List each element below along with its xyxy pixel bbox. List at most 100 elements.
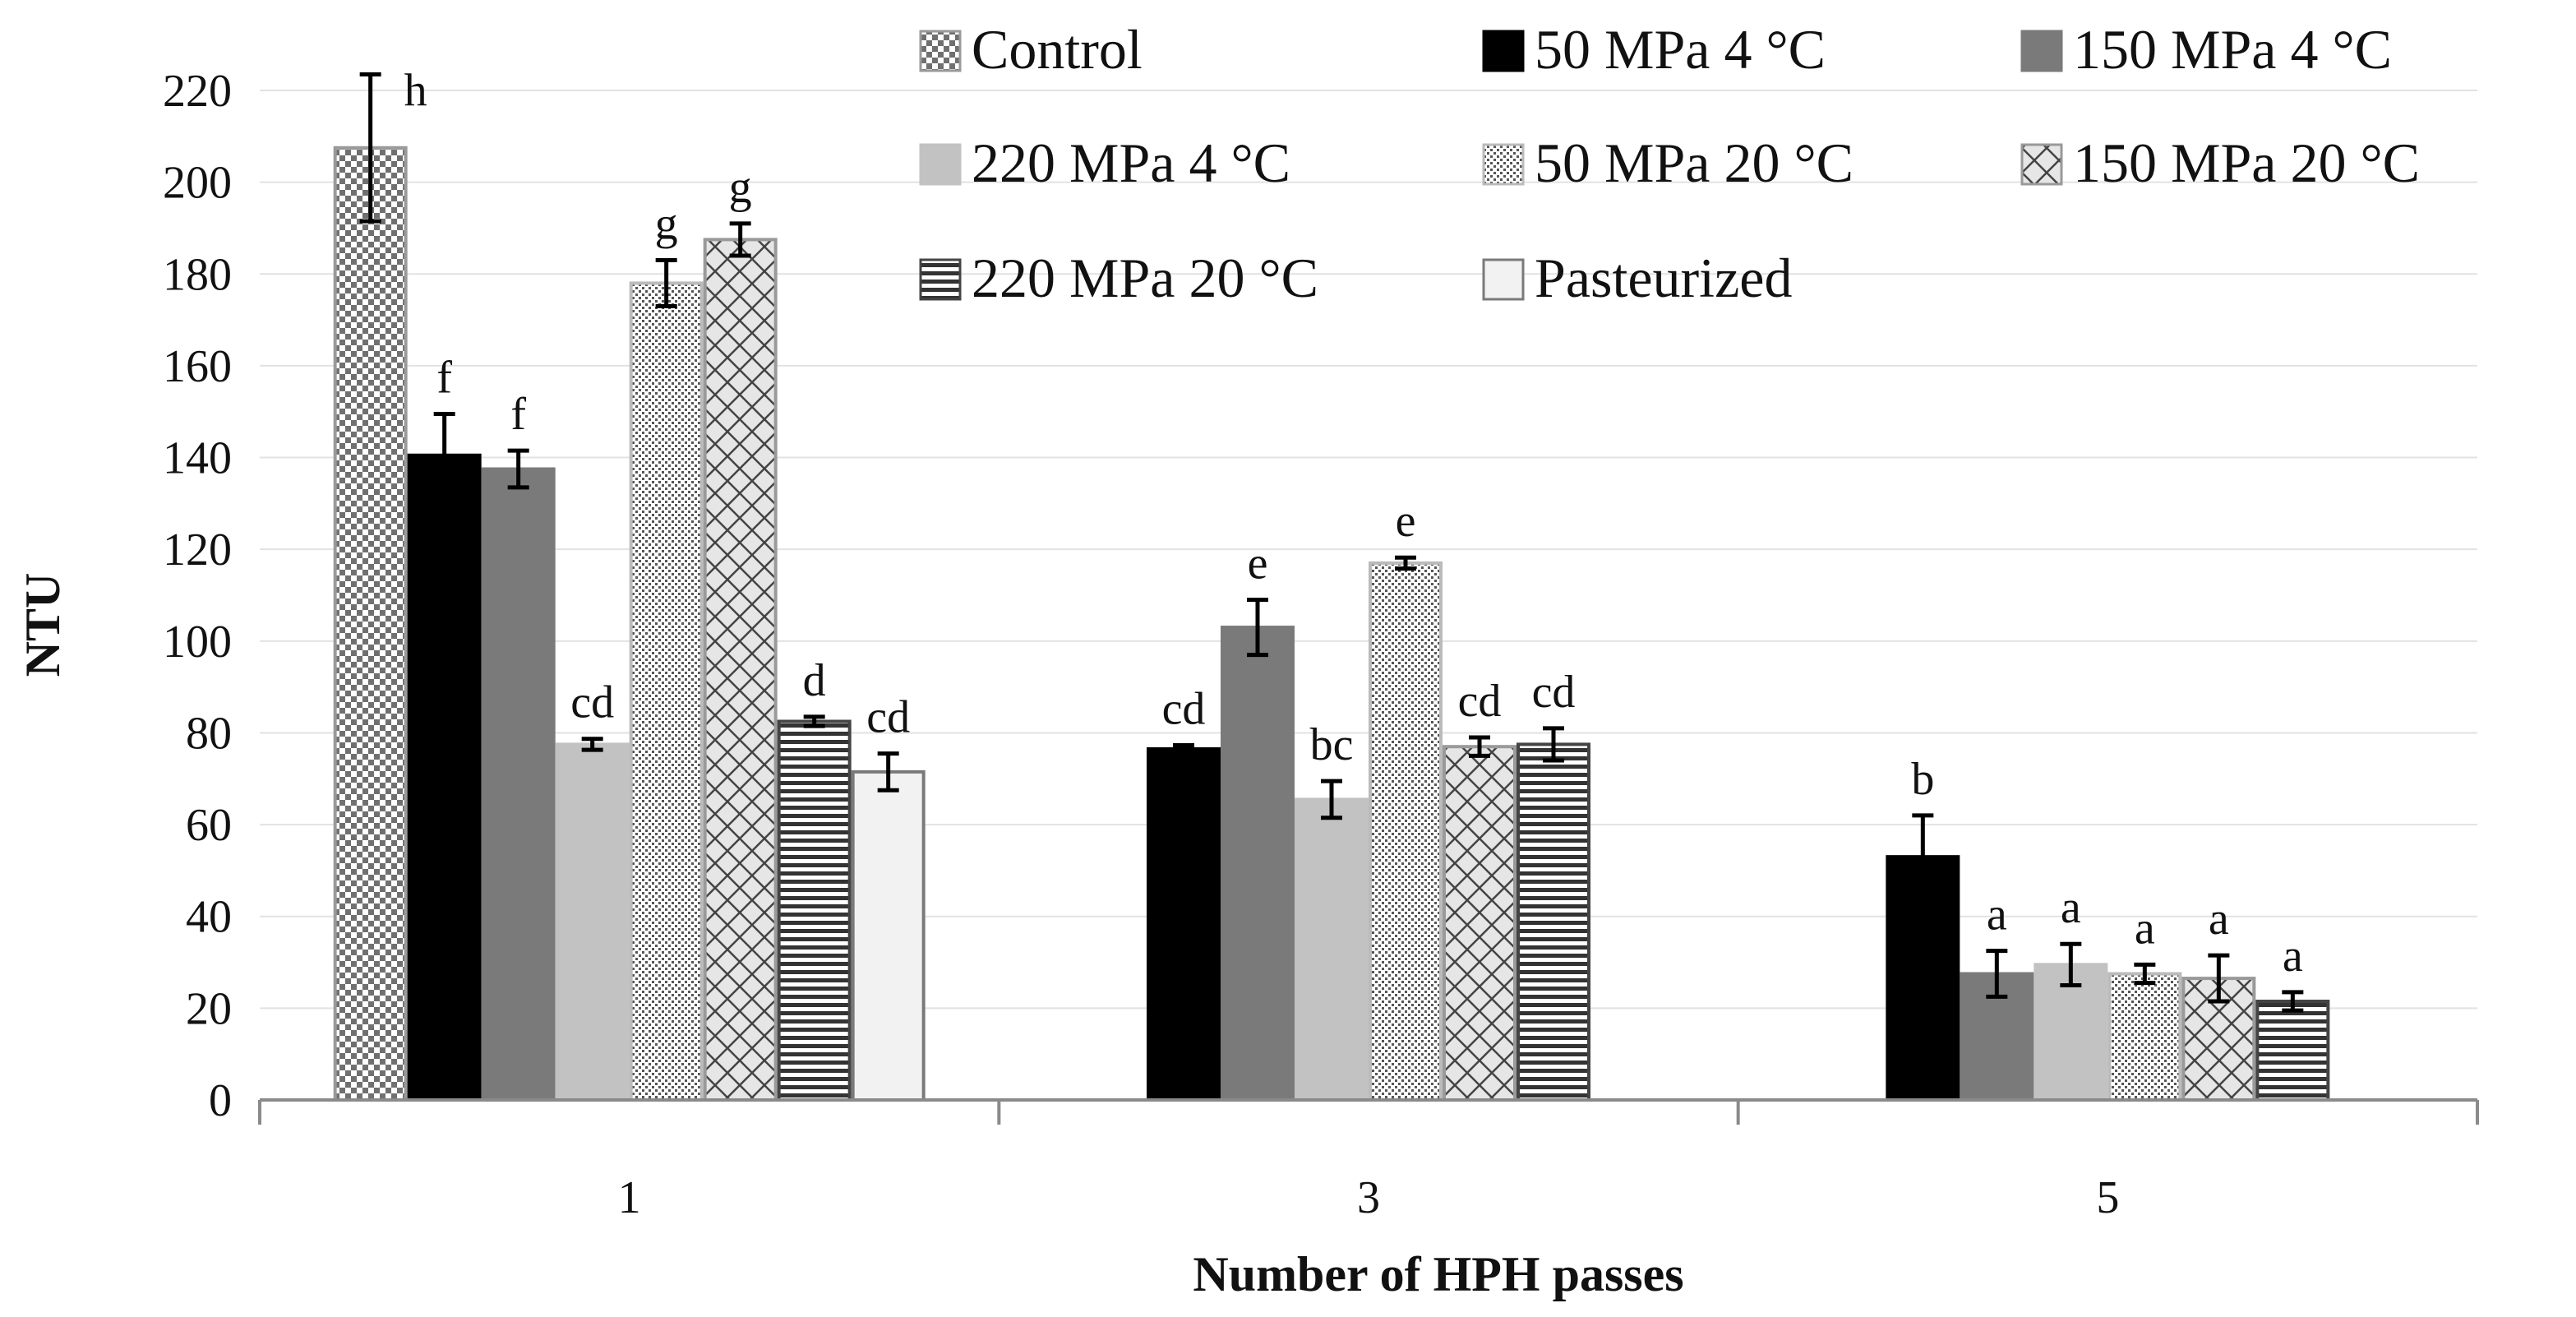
legend-swatch <box>919 143 962 186</box>
y-tick-label: 140 <box>163 433 232 484</box>
y-tick-label: 80 <box>186 708 232 759</box>
error-bar <box>1173 743 1194 755</box>
significance-label: b <box>1911 754 1934 805</box>
y-tick-label: 40 <box>186 892 232 943</box>
error-bar <box>433 412 455 499</box>
error-bar <box>803 714 825 728</box>
significance-label: bc <box>1310 719 1354 770</box>
significance-label: cd <box>1532 667 1576 718</box>
y-axis: 0 20 40 60 80 100 120 140 160 180 200 220 <box>163 66 232 1126</box>
bars <box>333 146 2330 1102</box>
y-tick-label: 160 <box>163 341 232 392</box>
error-bar <box>2060 941 2082 987</box>
error-bar <box>1543 726 1564 763</box>
y-axis-title: NTU <box>16 573 70 677</box>
significance-label: g <box>655 199 678 250</box>
error-bar <box>1321 779 1342 820</box>
legend-item: 220 MPa 20 °C <box>919 247 1318 309</box>
bar <box>1443 745 1517 1102</box>
significance-label: cd <box>866 692 910 743</box>
y-tick-label: 120 <box>163 524 232 575</box>
error-bar <box>655 258 677 308</box>
legend-label: 150 MPa 20 °C <box>2073 132 2420 194</box>
error-bar <box>877 751 899 793</box>
legend-swatch <box>1482 143 1525 186</box>
significance-label: e <box>1396 496 1416 547</box>
bar <box>1221 626 1295 1102</box>
bar <box>629 281 704 1102</box>
significance-label: a <box>1987 890 2007 940</box>
legend-swatch <box>1482 258 1525 301</box>
significance-label: cd <box>1458 676 1502 727</box>
legend-item: 50 MPa 20 °C <box>1482 132 1854 194</box>
bar <box>1517 742 1590 1102</box>
error-bar <box>581 737 603 752</box>
bar <box>851 769 926 1102</box>
error-bar <box>2134 962 2156 986</box>
legend-swatch <box>919 30 962 72</box>
legend-swatch <box>919 258 962 301</box>
significance-label: g <box>729 162 752 213</box>
legend-item: 50 MPa 4 °C <box>1482 18 1826 81</box>
x-axis-title: Number of HPH passes <box>1193 1247 1683 1301</box>
significance-label: cd <box>570 677 614 728</box>
legend-label: 220 MPa 20 °C <box>972 247 1318 309</box>
legend-swatch <box>2020 30 2063 72</box>
error-bar <box>1986 949 2008 999</box>
bar <box>703 238 778 1102</box>
x-tick-label: 1 <box>618 1172 641 1223</box>
legend-item: 220 MPa 4 °C <box>919 132 1290 194</box>
error-bar <box>729 221 751 258</box>
legend-label: Pasteurized <box>1535 247 1792 309</box>
error-bar <box>2282 990 2304 1013</box>
y-tick-label: 220 <box>163 66 232 117</box>
significance-label: a <box>2135 903 2155 954</box>
error-bar <box>359 72 381 224</box>
significance-label: f <box>436 353 452 404</box>
significance-label: a <box>2061 882 2081 933</box>
legend-label: 220 MPa 4 °C <box>972 132 1290 194</box>
error-bar <box>1395 555 1416 571</box>
legend-item: 150 MPa 4 °C <box>2020 18 2392 81</box>
significance-label: a <box>2209 894 2229 945</box>
error-bar <box>1912 813 1934 900</box>
x-axis: 1 3 5 <box>258 1098 2479 1223</box>
bar <box>481 467 556 1102</box>
y-tick-label: 180 <box>163 249 232 300</box>
significance-label: a <box>2283 931 2303 982</box>
error-bars <box>359 72 2304 1013</box>
significance-label: h <box>404 65 427 116</box>
error-bar <box>1247 598 1268 658</box>
bar <box>1369 561 1443 1102</box>
legend: Control 50 MPa 4 °C 150 MPa 4 °C 220 MPa 4 … <box>919 18 2420 309</box>
y-tick-label: 0 <box>209 1075 232 1126</box>
significance-label: d <box>803 655 826 706</box>
bar <box>333 146 408 1102</box>
error-bar <box>507 448 529 490</box>
legend-label: 150 MPa 4 °C <box>2073 18 2392 81</box>
legend-item: 150 MPa 20 °C <box>2020 132 2420 194</box>
bar <box>2107 972 2182 1102</box>
legend-swatch <box>1482 30 1525 72</box>
x-tick-label: 5 <box>2096 1172 2119 1223</box>
significance-label: e <box>1248 538 1268 589</box>
bar <box>2255 999 2330 1102</box>
y-tick-label: 60 <box>186 800 232 851</box>
error-bar <box>1469 735 1490 758</box>
legend-label: 50 MPa 20 °C <box>1535 132 1854 194</box>
bar <box>1295 797 1369 1102</box>
y-tick-label: 20 <box>186 983 232 1034</box>
y-tick-label: 100 <box>163 617 232 668</box>
bar <box>407 453 482 1102</box>
error-bar <box>2208 953 2230 1004</box>
significance-label: f <box>510 389 526 440</box>
legend-label: Control <box>972 18 1143 81</box>
y-tick-label: 200 <box>163 158 232 209</box>
bar <box>777 719 852 1102</box>
bar <box>555 742 630 1102</box>
legend-item: Control <box>919 18 1143 81</box>
x-tick-label: 3 <box>1357 1172 1380 1223</box>
legend-label: 50 MPa 4 °C <box>1535 18 1826 81</box>
